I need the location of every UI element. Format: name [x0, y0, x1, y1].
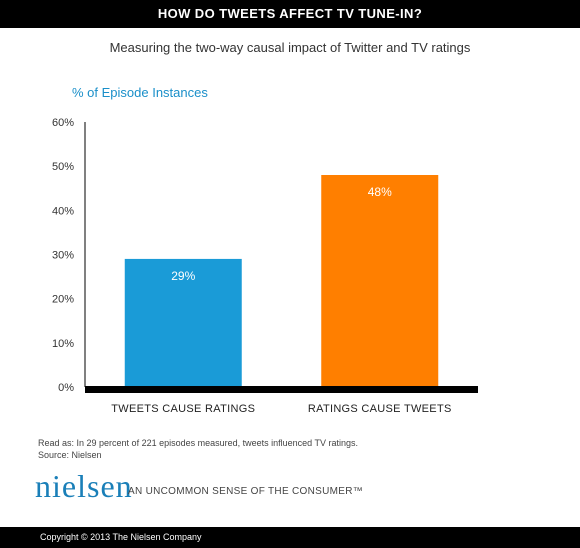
bar-value-label: 29%	[171, 269, 195, 283]
bar	[321, 175, 439, 387]
bar	[124, 258, 242, 387]
x-category-label: TWEETS CAUSE RATINGS	[111, 403, 255, 415]
brand-tagline: AN UNCOMMON SENSE OF THE CONSUMER™	[128, 486, 364, 497]
source-note: Source: Nielsen	[38, 450, 102, 460]
x-category-label: RATINGS CAUSE TWEETS	[308, 403, 452, 415]
y-tick-label: 10%	[52, 338, 74, 350]
bar-value-label: 48%	[368, 185, 392, 199]
chart-subtitle: Measuring the two-way causal impact of T…	[109, 40, 471, 55]
copyright-text: Copyright © 2013 The Nielsen Company	[40, 532, 202, 542]
y-tick-label: 0%	[58, 382, 74, 394]
chart-note: Read as: In 29 percent of 221 episodes m…	[38, 437, 358, 461]
footer-bar: Copyright © 2013 The Nielsen Company	[0, 527, 580, 548]
y-tick-label: 20%	[52, 294, 74, 306]
y-tick-label: 50%	[52, 161, 74, 173]
y-tick-label: 60%	[52, 117, 74, 129]
nielsen-logo: nielsen	[35, 468, 133, 504]
y-tick-label: 30%	[52, 250, 74, 262]
x-axis-baseline	[85, 386, 478, 393]
read-as-note: Read as: In 29 percent of 221 episodes m…	[38, 438, 359, 448]
page-title: HOW DO TWEETS AFFECT TV TUNE-IN?	[0, 0, 580, 28]
y-axis-label: % of Episode Instances	[72, 85, 208, 100]
y-tick-label: 40%	[52, 205, 74, 217]
